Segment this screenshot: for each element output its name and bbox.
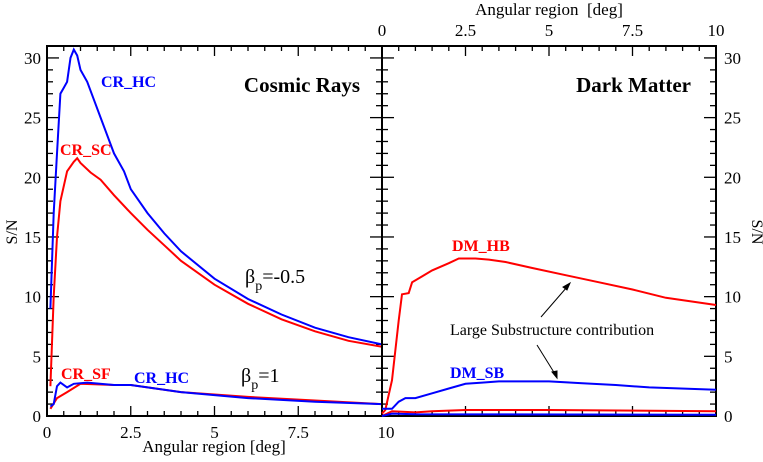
x-tick-label-top: 7.5: [622, 21, 643, 40]
y-tick-label: 25: [24, 109, 41, 128]
series-line-cr-sf-2: [49, 382, 383, 410]
y-tick-label-right: 15: [724, 228, 741, 247]
annotation-beta-1: βp=1: [241, 365, 279, 393]
cosmic-rays-panel: 0 2.5 5 7.5 10 0 5 10 15 20 25 30: [24, 45, 395, 442]
y-tick-label-right: 5: [724, 347, 733, 366]
y-tick-label-right: 0: [724, 407, 733, 426]
y-tick-label: 20: [24, 168, 41, 187]
panel-title-dark-matter: Dark Matter: [576, 73, 691, 97]
y-tick-label: 5: [33, 347, 42, 366]
arrowhead-dm-hb: [562, 281, 572, 291]
series-label-cr-sf: CR_SF: [61, 366, 111, 383]
series-line-unlabeled-3: [381, 412, 717, 417]
panel-title-cosmic-rays: Cosmic Rays: [244, 73, 360, 97]
x-tick-label-top: 2.5: [455, 21, 476, 40]
plot-frame: [46, 45, 383, 417]
series-line-cr-hc-0: [49, 47, 383, 346]
y-tick-label-right: 30: [724, 49, 741, 68]
x-tick-label-top: 0: [378, 21, 387, 40]
x-tick-label-top: 10: [708, 21, 725, 40]
y-tick-label: 15: [24, 228, 41, 247]
plot-frame: [381, 45, 717, 417]
arrow-to-dm-hb: [540, 286, 568, 318]
x-tick-label: 7.5: [288, 423, 309, 442]
y-tick-label-right: 20: [724, 168, 741, 187]
x-axis-label-bottom: Angular region [deg]: [142, 437, 286, 456]
y-axis-label-right: S/N: [748, 220, 763, 245]
arrowhead-dm-sb: [551, 370, 558, 380]
x-tick-label: 0: [43, 423, 52, 442]
dark-matter-panel: 0 2.5 5 7.5 10 0 5 10 15 20 25 30: [378, 21, 741, 426]
annotation-large-substructure: Large Substructure contribution: [450, 322, 654, 339]
annotation-beta-minus-0.5: βp=-0.5: [245, 266, 305, 294]
y-tick-label: 30: [24, 49, 41, 68]
y-axis-label-left: S/N: [4, 219, 21, 244]
x-tick-label-top: 5: [545, 21, 554, 40]
x-tick-label: 5: [210, 423, 219, 442]
y-tick-label: 0: [33, 407, 42, 426]
y-tick-label: 10: [24, 288, 41, 307]
annotation-arrows: [536, 281, 572, 380]
series-label-dm-hb: DM_HB: [452, 238, 510, 255]
series-label-dm-sb: DM_SB: [450, 365, 505, 382]
series-line-dm-sb-1: [382, 380, 717, 410]
y-tick-label-right: 10: [724, 288, 741, 307]
series-label-cr-hc-beta1: CR_HC: [134, 370, 189, 387]
x-axis-label-top: Angular region [deg]: [475, 0, 623, 19]
series-line-unlabeled-2: [381, 409, 717, 417]
series-line-dm-hb-0: [381, 257, 717, 415]
y-tick-label-right: 25: [724, 109, 741, 128]
x-tick-label: 2.5: [120, 423, 141, 442]
series-label-cr-hc: CR_HC: [101, 74, 156, 91]
series-label-cr-sc: CR_SC: [60, 142, 112, 159]
x-tick-label: 10: [378, 423, 395, 442]
series-line-cr-sc-1: [49, 156, 383, 387]
arrow-to-dm-sb: [536, 344, 556, 375]
series-line-cr-hc-3: [49, 381, 383, 408]
